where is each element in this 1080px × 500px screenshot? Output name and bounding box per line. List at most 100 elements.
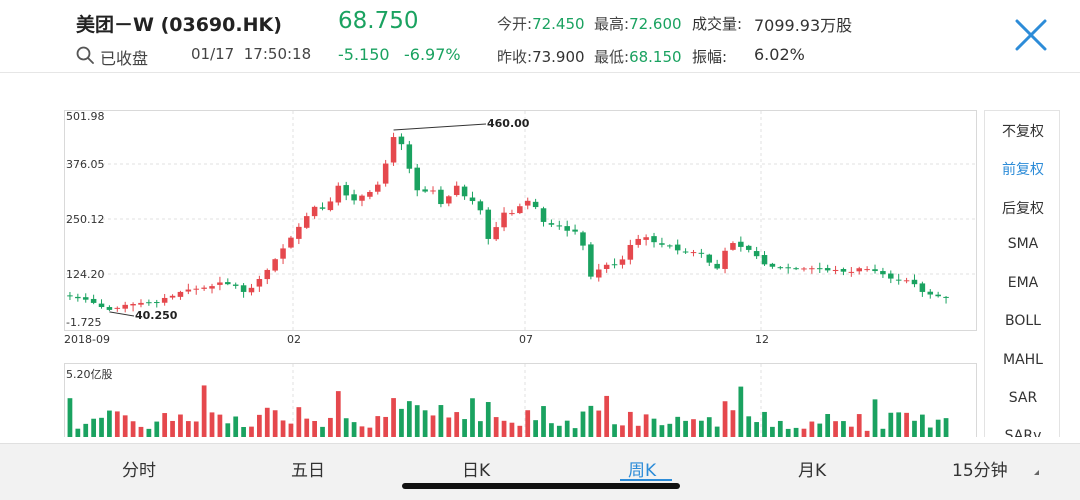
candle-body	[161, 297, 168, 303]
volume-bar	[122, 415, 128, 437]
volume-bar	[525, 410, 531, 437]
candle-body	[572, 229, 578, 232]
volume-bar	[280, 420, 286, 437]
candle-body	[824, 268, 831, 271]
candle-body	[580, 232, 586, 246]
candle-body	[761, 255, 768, 265]
volume-bar	[801, 428, 807, 437]
menu-item-mahl[interactable]: MAHL	[1003, 352, 1043, 368]
candle-body	[517, 206, 523, 214]
volume-bar	[107, 410, 112, 437]
candle-body	[730, 243, 736, 250]
tab-five-day[interactable]: 五日	[291, 461, 325, 481]
volume-bar	[509, 422, 515, 437]
price-chart-frame[interactable]	[64, 110, 977, 331]
x-tick-label: 02	[287, 333, 301, 346]
candle-body	[895, 279, 902, 281]
tab-15-minute[interactable]: 15分钟	[952, 461, 1008, 481]
close-icon[interactable]	[1014, 18, 1048, 52]
candle-body	[809, 268, 815, 270]
candle-body	[777, 267, 784, 269]
menu-item-sma[interactable]: SMA	[1007, 236, 1039, 252]
stat-amplitude-label: 振幅:	[692, 48, 728, 66]
volume-bar	[185, 421, 191, 437]
candle-body	[872, 269, 878, 272]
volume-bar	[83, 423, 89, 437]
y-tick-label: 376.05	[66, 158, 105, 171]
candle-body	[501, 212, 507, 228]
candle-body	[453, 185, 460, 196]
stat-prev-close: 昨收:73.900	[497, 46, 585, 67]
candle-body	[303, 216, 310, 228]
menu-item-ema[interactable]: EMA	[1007, 275, 1039, 291]
candle-body	[911, 279, 918, 285]
volume-bar	[785, 428, 791, 437]
volume-bar	[438, 405, 444, 437]
candle-body	[209, 286, 215, 289]
volume-bar	[612, 424, 617, 437]
volume-bar	[406, 401, 412, 437]
period-tab-bar: 分时 五日 日K 周K 月K 15分钟	[0, 443, 1080, 500]
active-tab-indicator	[620, 479, 672, 481]
menu-item-sarv[interactable]: SARv	[1004, 428, 1042, 437]
volume-bar	[296, 407, 302, 437]
menu-item-forward-adjust[interactable]: 前复权	[1002, 162, 1044, 178]
volume-bar	[817, 423, 823, 437]
price-change-pct: -6.97%	[404, 45, 461, 64]
volume-bar	[154, 421, 160, 437]
candle-body	[106, 307, 113, 310]
tab-daily-k[interactable]: 日K	[462, 461, 491, 481]
quote-datetime: 01/17 17:50:18	[191, 45, 312, 63]
volume-bar	[201, 385, 207, 437]
menu-item-sar[interactable]: SAR	[1008, 390, 1038, 406]
volume-bar	[738, 386, 744, 437]
stat-amplitude-value: 6.02%	[754, 45, 805, 64]
candle-body	[343, 185, 349, 196]
x-tick-label: 12	[755, 333, 769, 346]
volume-bar	[146, 428, 152, 437]
volume-bar	[675, 416, 681, 437]
candle-body	[769, 263, 776, 267]
candle-body	[919, 283, 926, 292]
candle-body	[248, 287, 255, 293]
min-price-label: 40.250	[135, 309, 178, 322]
volume-bar	[722, 401, 728, 437]
stat-volume-label: 成交量:	[692, 15, 743, 33]
tab-intraday[interactable]: 分时	[122, 461, 156, 481]
volume-bar	[777, 420, 783, 437]
candle-body	[485, 209, 492, 239]
quote-header: 美团－W (03690.HK) 68.750 已收盘 01/17 17:50:1…	[0, 0, 1080, 73]
volume-bar	[564, 420, 570, 437]
home-indicator[interactable]	[402, 483, 680, 489]
volume-bar	[825, 414, 831, 437]
volume-bar	[762, 411, 767, 437]
volume-bar	[478, 421, 483, 437]
volume-bar	[888, 412, 894, 437]
candle-body	[256, 279, 263, 287]
search-icon[interactable]	[76, 46, 94, 64]
prev-close-value: 73.900	[532, 48, 585, 66]
x-tick-label: 2018-09	[64, 333, 110, 346]
menu-item-backward-adjust[interactable]: 后复权	[1002, 201, 1044, 217]
menu-item-no-adjust[interactable]: 不复权	[1002, 124, 1044, 140]
volume-bar	[162, 413, 168, 437]
candle-body	[75, 296, 81, 299]
candle-body	[564, 226, 570, 231]
prev-close-label: 昨收:	[497, 48, 533, 66]
stat-high: 最高:72.600	[594, 13, 682, 34]
candle-body	[840, 269, 847, 272]
candle-body	[311, 206, 318, 217]
volume-bar	[383, 416, 389, 437]
menu-item-boll[interactable]: BOLL	[1005, 313, 1041, 329]
candle-body	[114, 307, 121, 309]
candle-body	[603, 264, 610, 269]
volume-chart-frame[interactable]	[64, 363, 977, 437]
tab-monthly-k[interactable]: 月K	[798, 461, 827, 481]
corner-arrow-icon[interactable]	[1034, 470, 1039, 475]
volume-bar	[288, 423, 294, 437]
tab-weekly-k[interactable]: 周K	[628, 461, 657, 481]
candle-body	[335, 185, 342, 203]
candle-body	[801, 268, 807, 270]
candle-body	[532, 201, 539, 208]
volume-bar	[935, 419, 941, 437]
